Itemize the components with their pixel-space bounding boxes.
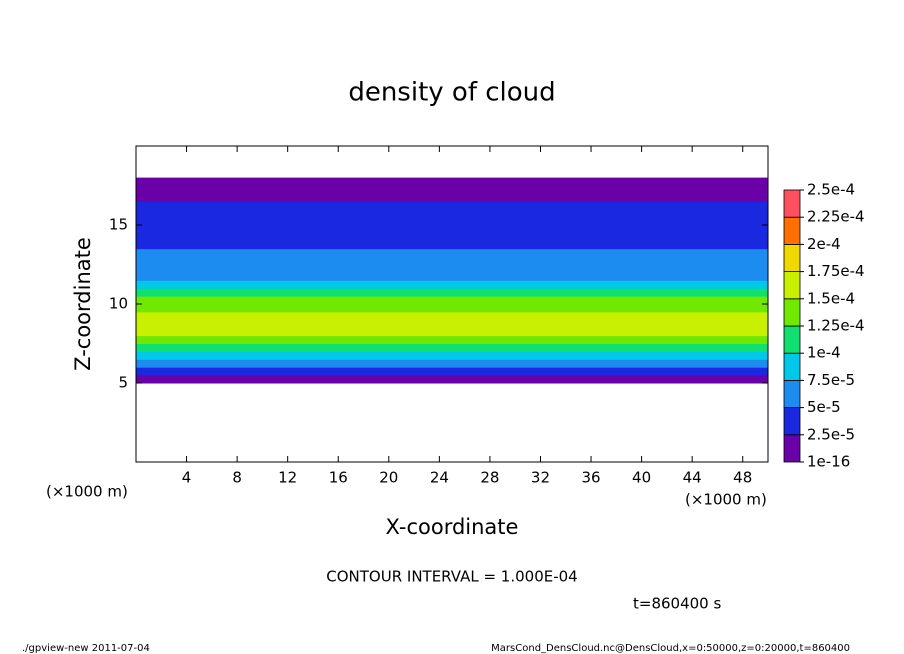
cell-row [136,209,768,218]
x-tick-label: 40 [632,469,651,487]
colorbar-label: 2.5e-4 [807,181,855,199]
footer-right: MarsCond_DensCloud.nc@DensCloud,x=0:5000… [491,643,850,654]
colorbar-segment [783,243,801,272]
colorbar-segment [783,216,801,245]
colorbar-segment [783,325,801,354]
chart-title: density of cloud [348,78,555,108]
annotation: CONTOUR INTERVAL = 1.000E-04 [326,568,577,586]
colorbar-label: 1.75e-4 [807,262,865,280]
x-tick-label: 12 [278,469,297,487]
x-tick-label: 36 [581,469,600,487]
cell-row [136,327,768,337]
x-tick-label: 24 [430,469,449,487]
cell-row [136,335,768,344]
cell-row [136,217,768,226]
colorbar-label: 1e-4 [807,344,841,362]
cell-row [136,256,768,265]
colorbar-segment [783,189,801,218]
cell-row [136,248,768,258]
colorbar-label: 1e-16 [807,453,850,471]
cell-row [136,288,768,297]
cell-row [136,375,768,384]
x-tick-label: 44 [683,469,702,487]
y-unit: (×1000 m) [46,483,128,501]
time-label: t=860400 s [633,595,721,613]
cell-row [136,319,768,329]
cell-row [136,272,768,281]
cell-row [136,185,768,194]
cell-row [136,177,768,186]
y-tick-label: 10 [109,295,128,313]
x-tick-label: 4 [182,469,192,487]
cell-row [136,296,768,305]
colorbar-label: 1.25e-4 [807,317,865,335]
cell-row [136,359,768,368]
cell-row [136,311,768,321]
colorbar-label: 5e-5 [807,398,841,416]
colorbar-segment [783,407,801,436]
x-tick-label: 8 [232,469,242,487]
cell-row [136,201,768,210]
x-tick-label: 32 [531,469,550,487]
cell-row [136,232,768,242]
x-axis-label: X-coordinate [386,515,519,539]
x-tick-label: 28 [480,469,499,487]
colorbar-label: 7.5e-5 [807,371,855,389]
colorbar-segment [783,352,801,381]
x-unit: (×1000 m) [685,491,767,509]
y-tick-label: 5 [118,374,128,392]
cell-row [136,193,768,202]
x-tick-label: 20 [379,469,398,487]
cell-row [136,367,768,376]
cell-row [136,351,768,360]
colorbar-label: 2.25e-4 [807,208,865,226]
x-tick-label: 16 [329,469,348,487]
colorbar-segment [783,298,801,327]
colorbar-label: 1.5e-4 [807,289,855,307]
footer-left: ./gpview-new 2011-07-04 [22,643,150,654]
cell-row [136,225,768,234]
colorbar-label: 2e-4 [807,235,841,253]
x-tick-label: 48 [733,469,752,487]
cell-row [136,280,768,289]
colorbar-label: 2.5e-5 [807,425,855,443]
cell-row [136,264,768,273]
y-axis-label: Z-coordinate [71,237,95,371]
cell-row [136,304,768,313]
y-tick-label: 15 [109,216,128,234]
colorbar-segment [783,434,801,463]
colorbar-segment [783,379,801,408]
cell-row [136,240,768,250]
colorbar-segment [783,271,801,300]
cell-row [136,343,768,352]
